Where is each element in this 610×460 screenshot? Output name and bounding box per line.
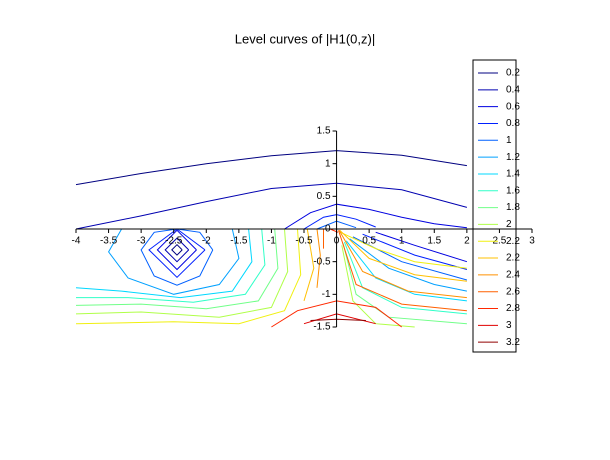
legend-label: 1.2 bbox=[506, 152, 520, 163]
y-tick-label: 1 bbox=[325, 158, 331, 169]
legend-label: 2 bbox=[506, 219, 512, 230]
x-tick-label: 1 bbox=[399, 236, 405, 247]
legend-label: 1.4 bbox=[506, 169, 520, 180]
contour-line bbox=[303, 228, 467, 302]
x-tick-label: 2.5 bbox=[492, 236, 506, 247]
y-tick-label: 1.5 bbox=[317, 126, 331, 137]
legend-label: 2.8 bbox=[506, 303, 520, 314]
contour-line bbox=[75, 182, 468, 263]
chart-title: Level curves of |H1(0,z)| bbox=[235, 31, 375, 46]
x-tick-label: 1.5 bbox=[427, 236, 441, 247]
legend-label: 2.4 bbox=[506, 270, 520, 281]
contour-line bbox=[323, 229, 467, 312]
contour-line bbox=[76, 228, 467, 315]
legend-label: 1.8 bbox=[506, 202, 520, 213]
x-tick-label: 0.5 bbox=[362, 236, 376, 247]
x-tick-label: 3 bbox=[529, 236, 535, 247]
legend-label: 2.2 bbox=[506, 236, 520, 247]
legend-label: 0.6 bbox=[506, 101, 520, 112]
contour-line bbox=[75, 228, 467, 325]
x-tick-label: -3 bbox=[137, 236, 146, 247]
y-tick-label: 0.5 bbox=[317, 191, 331, 202]
legend-label: 0.8 bbox=[506, 118, 520, 129]
legend-label: 2.2 bbox=[506, 253, 520, 264]
legend-label: 0.2 bbox=[506, 68, 520, 79]
legend-label: 3.2 bbox=[506, 337, 520, 348]
legend-label: 1.6 bbox=[506, 185, 520, 196]
x-tick-label: -2 bbox=[202, 236, 211, 247]
y-tick-label: -1 bbox=[322, 289, 331, 300]
x-tick-label: -1 bbox=[267, 236, 276, 247]
x-tick-label: -3.5 bbox=[100, 236, 118, 247]
x-tick-label: 0 bbox=[334, 236, 340, 247]
contour-line bbox=[316, 228, 467, 299]
legend-box bbox=[472, 59, 517, 353]
y-tick-label: 0 bbox=[325, 224, 331, 235]
x-tick-label: -2.5 bbox=[165, 236, 183, 247]
contour-line bbox=[156, 203, 468, 271]
y-tick-label: -1.5 bbox=[313, 322, 331, 333]
legend-label: 0.4 bbox=[506, 84, 520, 95]
x-tick-label: 2 bbox=[464, 236, 470, 247]
y-tick-label: -0.5 bbox=[313, 256, 331, 267]
contour-line bbox=[75, 228, 467, 325]
legend-label: 2.6 bbox=[506, 286, 520, 297]
contour-line bbox=[75, 150, 467, 256]
x-tick-label: -1.5 bbox=[230, 236, 248, 247]
contour-line bbox=[108, 228, 467, 295]
contour-line bbox=[75, 228, 467, 302]
legend-label: 3 bbox=[506, 320, 512, 331]
x-tick-label: -4 bbox=[72, 236, 81, 247]
legend-label: 1 bbox=[506, 135, 512, 146]
contour-line bbox=[75, 228, 415, 328]
x-tick-label: -0.5 bbox=[295, 236, 313, 247]
